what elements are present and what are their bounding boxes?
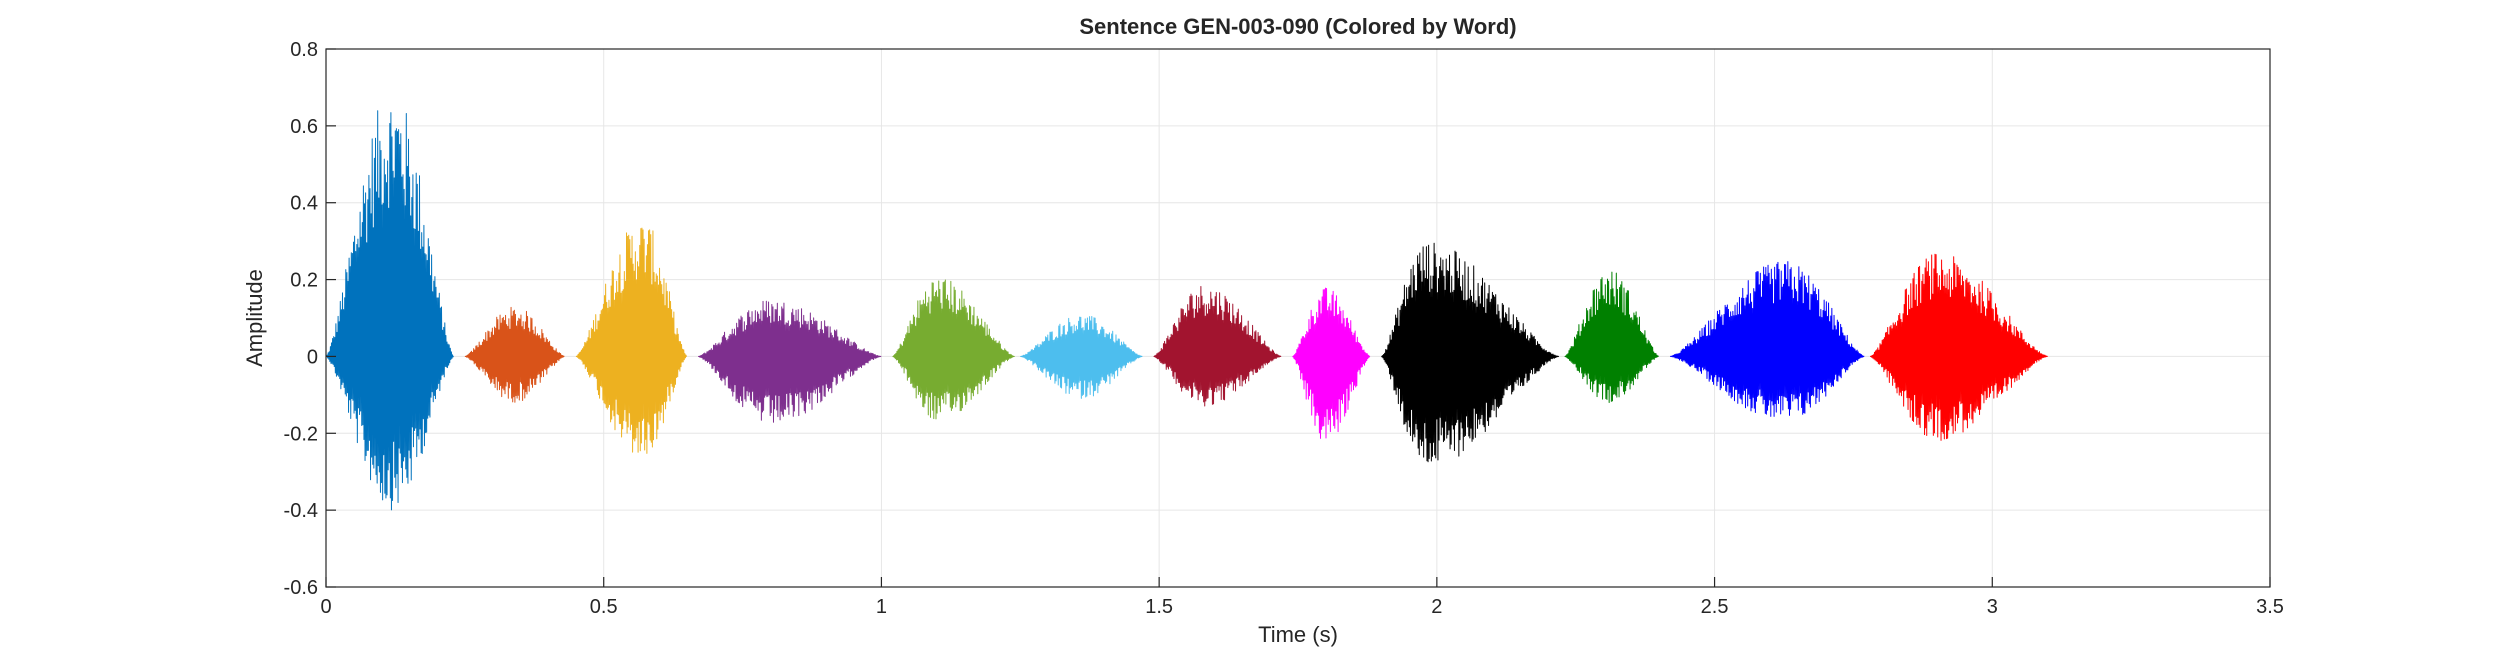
- y-tick-label: 0.6: [290, 116, 318, 138]
- x-axis-label: Time (s): [1258, 622, 1338, 647]
- word-segment-5: [892, 279, 1015, 420]
- y-tick-label: 0.2: [290, 270, 318, 292]
- x-tick-label: 3.5: [2256, 596, 2284, 618]
- ticks: 0 0.5 1 1.5 2 2.5 3 3.5 -0.6 -0.4 -0.2 0 0.2 0.4 0.6 0.…: [284, 39, 2284, 618]
- word-segment-11: [1670, 261, 1865, 417]
- word-segment-1: [325, 110, 454, 511]
- word-segment-10: [1564, 271, 1659, 404]
- word-segment-4: [698, 300, 882, 423]
- x-tick-label: 3: [1987, 596, 1998, 618]
- y-tick-label: 0.4: [290, 193, 318, 215]
- word-segment-3: [575, 227, 687, 454]
- y-tick-label: -0.2: [284, 423, 318, 445]
- x-tick-label: 0: [320, 596, 331, 618]
- chart-title: Sentence GEN-003-090 (Colored by Word): [1079, 14, 1516, 39]
- y-tick-label: 0: [307, 346, 318, 368]
- word-segment-9: [1381, 242, 1560, 463]
- y-tick-label: 0.8: [290, 39, 318, 61]
- x-tick-label: 1.5: [1145, 596, 1173, 618]
- x-tick-label: 0.5: [590, 596, 618, 618]
- word-segment-2: [464, 306, 565, 403]
- axes-box: [325, 48, 2271, 588]
- word-segment-6: [1020, 316, 1143, 399]
- x-tick-label: 2.5: [1701, 596, 1729, 618]
- series-layer: [325, 110, 2048, 511]
- word-segment-8: [1292, 287, 1371, 439]
- x-tick-label: 2: [1431, 596, 1442, 618]
- y-tick-label: -0.4: [284, 500, 318, 522]
- x-tick-label: 1: [876, 596, 887, 618]
- word-segment-12: [1869, 253, 2048, 441]
- y-tick-label: -0.6: [284, 577, 318, 599]
- word-segment-7: [1153, 285, 1282, 407]
- y-axis-label: Amplitude: [242, 269, 267, 367]
